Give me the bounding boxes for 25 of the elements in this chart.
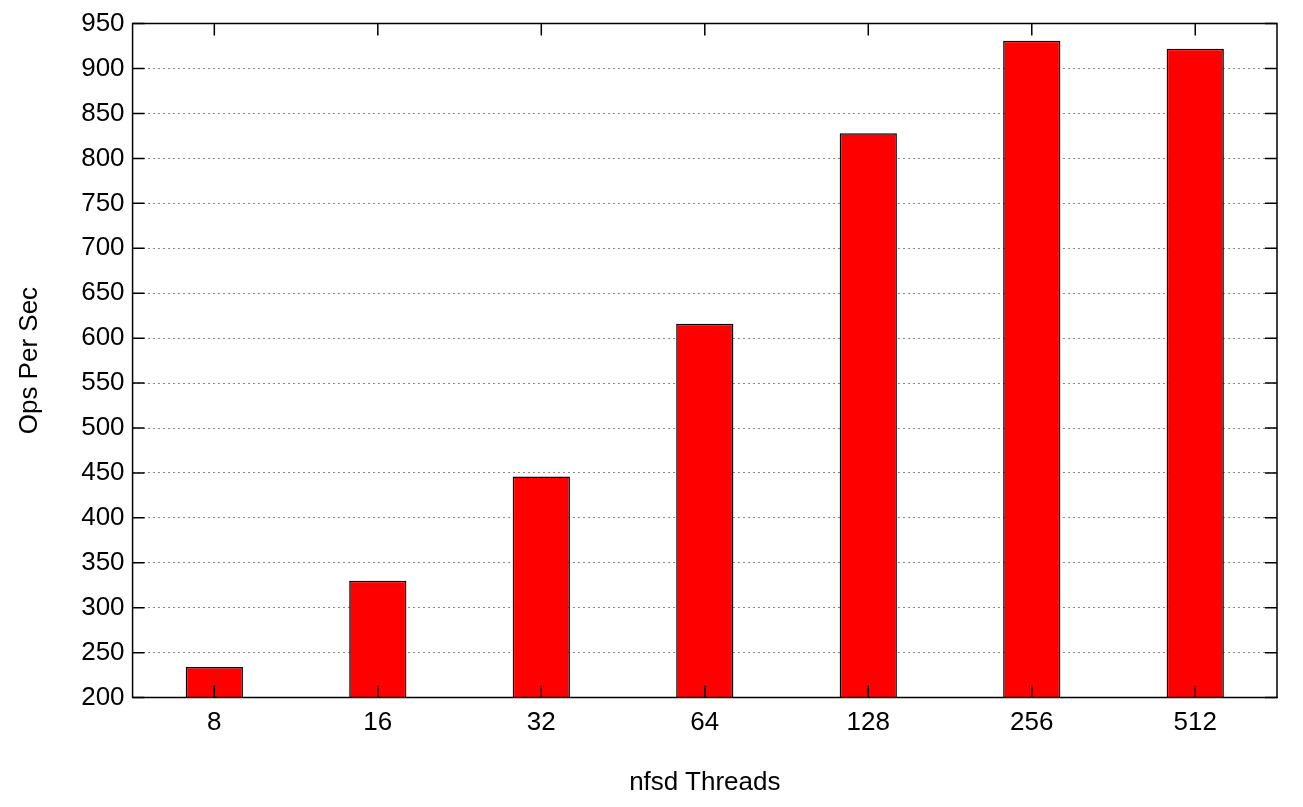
y-tick-label: 450 [81, 456, 125, 487]
x-tick-label: 32 [526, 706, 556, 737]
y-tick-label: 900 [81, 51, 125, 82]
y-tick-label: 850 [81, 96, 125, 127]
x-tick-label: 16 [363, 706, 393, 737]
y-tick-label: 950 [81, 6, 125, 37]
x-tick-label: 256 [1010, 706, 1054, 737]
x-tick-label: 8 [207, 706, 222, 737]
y-axis-title: Ops Per Sec [12, 286, 43, 435]
x-axis-title: nfsd Threads [629, 765, 781, 796]
y-tick-label: 200 [81, 680, 125, 711]
y-tick-label: 650 [81, 276, 125, 307]
x-tick-label: 128 [846, 706, 890, 737]
y-tick-label: 500 [81, 411, 125, 442]
y-tick-label: 700 [81, 231, 125, 262]
y-tick-label: 550 [81, 366, 125, 397]
y-tick-label: 800 [81, 141, 125, 172]
y-tick-label: 400 [81, 501, 125, 532]
y-tick-label: 750 [81, 186, 125, 217]
y-tick-label: 250 [81, 635, 125, 666]
y-tick-label: 300 [81, 590, 125, 621]
x-tick-label: 64 [690, 706, 720, 737]
y-tick-label: 600 [81, 321, 125, 352]
y-tick-label: 350 [81, 545, 125, 576]
x-tick-label: 512 [1173, 706, 1217, 737]
